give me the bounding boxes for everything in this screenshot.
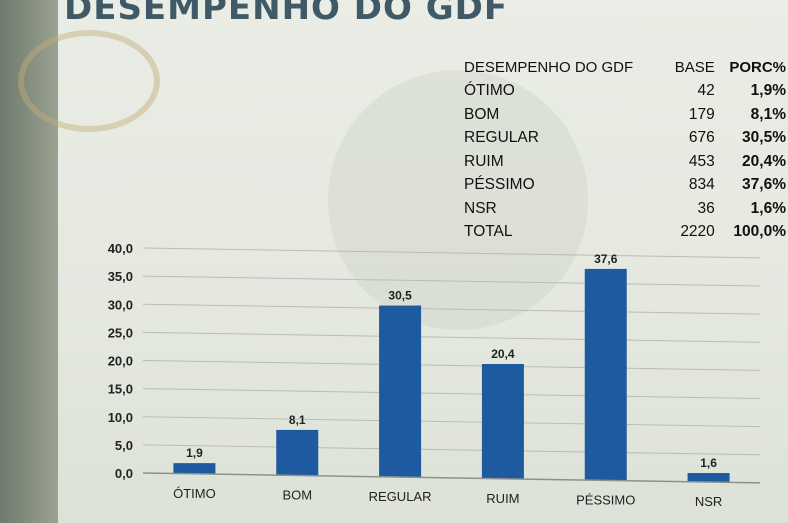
bar-3 xyxy=(481,364,524,479)
bar-2 xyxy=(379,305,422,478)
x-tick-label: PÉSSIMO xyxy=(576,492,635,507)
x-tick-label: RUIM xyxy=(486,491,519,506)
grid-line xyxy=(142,247,761,259)
data-label: 1,6 xyxy=(700,456,717,470)
row-label: REGULAR xyxy=(464,129,539,147)
row-base: 179 xyxy=(688,105,715,123)
row-pct: 1,9% xyxy=(750,82,786,100)
data-label: 1,9 xyxy=(186,446,203,460)
chart-bars xyxy=(173,268,730,483)
y-tick-label: 20,0 xyxy=(108,354,133,369)
x-axis-labels: ÓTIMO BOM REGULAR RUIM PÉSSIMO NSR xyxy=(173,486,722,509)
y-tick-label: 0,0 xyxy=(115,466,133,481)
bar-4 xyxy=(584,268,627,481)
row-pct: 100,0% xyxy=(733,223,786,241)
table-row: RUIM 453 20,4% xyxy=(462,150,788,174)
data-label: 30,5 xyxy=(388,289,412,303)
grid-line xyxy=(142,331,761,343)
y-tick-label: 35,0 xyxy=(108,269,133,284)
y-tick-label: 5,0 xyxy=(115,438,133,453)
header-pct: PORC% xyxy=(729,59,786,77)
x-tick-label: NSR xyxy=(695,494,722,509)
y-tick-label: 30,0 xyxy=(108,297,133,312)
grid-line xyxy=(142,360,761,371)
y-tick-label: 25,0 xyxy=(108,325,133,340)
grid-line xyxy=(142,416,761,428)
grid-line xyxy=(142,275,761,287)
row-base: 36 xyxy=(697,199,715,217)
row-label: BOM xyxy=(464,105,500,123)
table-row: REGULAR 676 30,5% xyxy=(462,127,788,151)
row-pct: 30,5% xyxy=(742,129,786,147)
bar-0 xyxy=(173,463,216,474)
row-base: 2220 xyxy=(680,223,715,241)
table-row: ÓTIMO 42 1,9% xyxy=(462,80,788,104)
table-row: NSR 36 1,6% xyxy=(462,197,788,221)
bar-1 xyxy=(276,429,319,476)
row-label: TOTAL xyxy=(464,223,513,241)
chart-grid xyxy=(142,247,761,456)
row-base: 834 xyxy=(688,176,715,194)
data-labels: 1,9 8,1 30,5 20,4 37,6 1,6 xyxy=(186,252,717,470)
row-label: ÓTIMO xyxy=(464,82,515,100)
row-label: RUIM xyxy=(464,152,504,170)
row-pct: 37,6% xyxy=(742,176,786,194)
bar-5 xyxy=(687,473,730,483)
y-tick-label: 10,0 xyxy=(108,410,133,425)
data-label: 37,6 xyxy=(594,252,618,266)
header-label: DESEMPENHO DO GDF xyxy=(464,59,634,77)
row-label: PÉSSIMO xyxy=(464,176,535,194)
grid-line xyxy=(142,303,761,315)
header-base: BASE xyxy=(674,59,715,77)
watermark-circle xyxy=(328,70,588,330)
table-row: BOM 179 8,1% xyxy=(462,103,788,127)
row-label: NSR xyxy=(464,199,497,217)
row-base: 453 xyxy=(688,152,715,170)
slide xyxy=(18,0,788,523)
x-tick-label: BOM xyxy=(282,487,312,502)
table-row: PÉSSIMO 834 37,6% xyxy=(462,174,788,198)
grid-line xyxy=(142,388,761,399)
row-pct: 8,1% xyxy=(750,105,786,123)
row-pct: 20,4% xyxy=(742,152,786,170)
y-tick-label: 15,0 xyxy=(108,382,133,397)
summary-table: DESEMPENHO DO GDF BASE PORC% ÓTIMO 42 1,… xyxy=(462,56,788,244)
row-base: 42 xyxy=(697,82,715,100)
x-tick-label: REGULAR xyxy=(369,489,432,504)
y-axis-ticks: 0,0 5,0 10,0 15,0 20,0 25,0 30,0 35,0 40,0 xyxy=(108,241,133,481)
decorative-swirl xyxy=(18,30,160,132)
x-tick-label: ÓTIMO xyxy=(173,486,216,501)
table-row-total: TOTAL 2220 100,0% xyxy=(462,221,788,245)
row-base: 676 xyxy=(688,129,715,147)
page-title: DESEMPENHO DO GDF xyxy=(64,0,509,28)
table-header-row: DESEMPENHO DO GDF BASE PORC% xyxy=(462,56,788,80)
data-label: 20,4 xyxy=(491,347,515,361)
grid-line xyxy=(142,444,761,456)
x-axis-line xyxy=(142,472,761,484)
data-label: 8,1 xyxy=(289,413,306,427)
row-pct: 1,6% xyxy=(750,199,786,217)
y-tick-label: 40,0 xyxy=(108,241,133,256)
